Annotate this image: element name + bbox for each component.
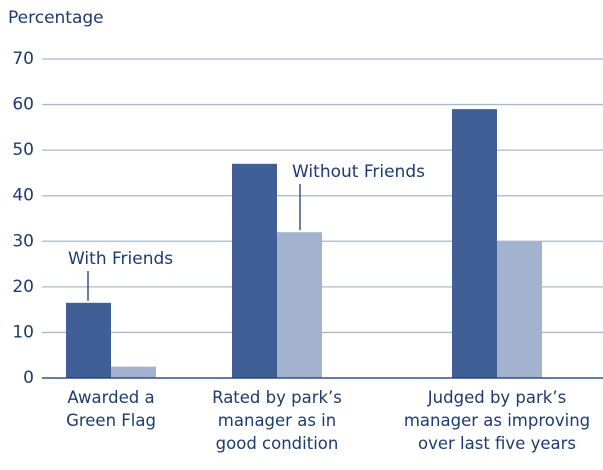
x-tick-label: Awarded a Green Flag [66, 388, 156, 430]
y-axis-label: Percentage [8, 8, 104, 28]
y-tick-label: 70 [12, 49, 34, 69]
bar [66, 302, 111, 378]
bar [277, 232, 322, 378]
bar [452, 109, 497, 378]
bar [497, 241, 542, 378]
bar [111, 366, 156, 378]
y-tick-label: 50 [12, 140, 34, 160]
y-tick-label: 10 [12, 322, 34, 342]
bar [232, 163, 277, 378]
legend-label: Without Friends [292, 162, 425, 182]
y-tick-label: 20 [12, 277, 34, 297]
x-tick-label: Rated by park’s manager as in good condi… [212, 388, 342, 453]
y-tick-label: 40 [12, 186, 34, 206]
y-tick-label: 30 [12, 231, 34, 251]
legend-label: With Friends [68, 249, 173, 269]
y-tick-label: 0 [23, 368, 34, 388]
x-tick-label: Judged by park’s manager as improving ov… [403, 388, 591, 453]
y-tick-label: 60 [12, 95, 34, 115]
